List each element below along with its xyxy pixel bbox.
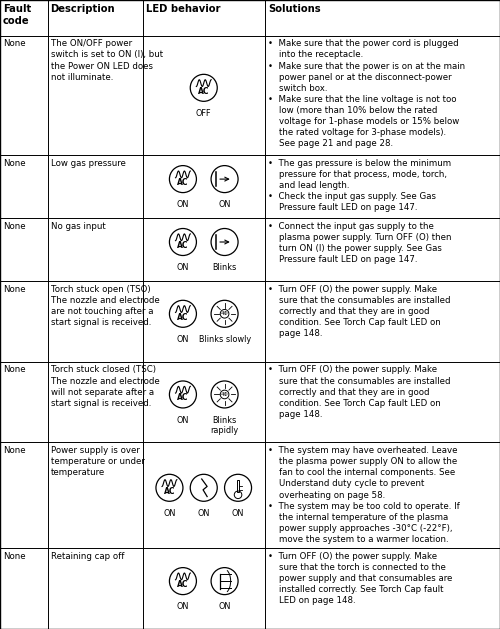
Text: ON: ON bbox=[164, 509, 175, 518]
Text: No gas input: No gas input bbox=[51, 222, 106, 231]
Text: AC: AC bbox=[177, 241, 188, 250]
Text: None: None bbox=[4, 222, 26, 231]
Text: •  Turn OFF (O) the power supply. Make
    sure that the consumables are install: • Turn OFF (O) the power supply. Make su… bbox=[268, 285, 451, 338]
Text: None: None bbox=[4, 446, 26, 455]
Text: AC: AC bbox=[177, 580, 188, 589]
Text: OFF: OFF bbox=[196, 109, 212, 118]
Text: AC: AC bbox=[177, 313, 188, 321]
Text: Torch stuck open (TSO)
The nozzle and electrode
are not touching after a
start s: Torch stuck open (TSO) The nozzle and el… bbox=[51, 285, 160, 327]
Text: Blinks slowly: Blinks slowly bbox=[198, 335, 250, 344]
Text: None: None bbox=[4, 285, 26, 294]
Text: Solutions: Solutions bbox=[268, 4, 320, 14]
Text: •  Connect the input gas supply to the
    plasma power supply. Turn OFF (O) the: • Connect the input gas supply to the pl… bbox=[268, 222, 452, 264]
Text: Fault
code: Fault code bbox=[3, 4, 31, 26]
Bar bbox=[237, 481, 240, 492]
Text: Torch stuck closed (TSC)
The nozzle and electrode
will not separate after a
star: Torch stuck closed (TSC) The nozzle and … bbox=[51, 365, 160, 408]
Text: None: None bbox=[4, 365, 26, 374]
Text: ON: ON bbox=[218, 200, 231, 209]
Text: LED behavior: LED behavior bbox=[146, 4, 220, 14]
Text: Retaining cap off: Retaining cap off bbox=[51, 552, 125, 561]
Text: ON: ON bbox=[176, 200, 189, 209]
Text: ON: ON bbox=[198, 509, 210, 518]
Text: •  Turn OFF (O) the power supply. Make
    sure that the consumables are install: • Turn OFF (O) the power supply. Make su… bbox=[268, 365, 451, 419]
Text: •  Turn OFF (O) the power supply. Make
    sure that the torch is connected to t: • Turn OFF (O) the power supply. Make su… bbox=[268, 552, 453, 606]
Text: •  The system may have overheated. Leave
    the plasma power supply ON to allow: • The system may have overheated. Leave … bbox=[268, 446, 460, 544]
Text: None: None bbox=[4, 552, 26, 561]
Text: AC: AC bbox=[198, 87, 209, 96]
Text: None: None bbox=[4, 40, 26, 48]
Text: ON: ON bbox=[176, 335, 189, 344]
Text: •  The gas pressure is below the minimum
    pressure for that process, mode, to: • The gas pressure is below the minimum … bbox=[268, 159, 452, 213]
Text: Blinks
rapidly: Blinks rapidly bbox=[210, 416, 238, 435]
Text: 4Φ: 4Φ bbox=[220, 311, 228, 316]
Text: Description: Description bbox=[50, 4, 115, 14]
Text: The ON/OFF power
switch is set to ON (I), but
the Power ON LED does
not illumina: The ON/OFF power switch is set to ON (I)… bbox=[51, 40, 163, 82]
Text: ON: ON bbox=[176, 263, 189, 272]
Text: ON: ON bbox=[176, 602, 189, 611]
Text: Power supply is over
temperature or under
temperature: Power supply is over temperature or unde… bbox=[51, 446, 145, 477]
Text: AC: AC bbox=[177, 178, 188, 187]
Text: Blinks: Blinks bbox=[212, 263, 236, 272]
Text: AC: AC bbox=[164, 487, 175, 496]
Text: AC: AC bbox=[177, 393, 188, 403]
Text: ON: ON bbox=[218, 602, 231, 611]
Text: None: None bbox=[4, 159, 26, 168]
Text: •  Make sure that the power cord is plugged
    into the receptacle.
•  Make sur: • Make sure that the power cord is plugg… bbox=[268, 40, 466, 148]
Text: ON: ON bbox=[232, 509, 244, 518]
Text: 4Φ: 4Φ bbox=[220, 392, 228, 397]
Text: Low gas pressure: Low gas pressure bbox=[51, 159, 126, 168]
Text: ON: ON bbox=[176, 416, 189, 425]
